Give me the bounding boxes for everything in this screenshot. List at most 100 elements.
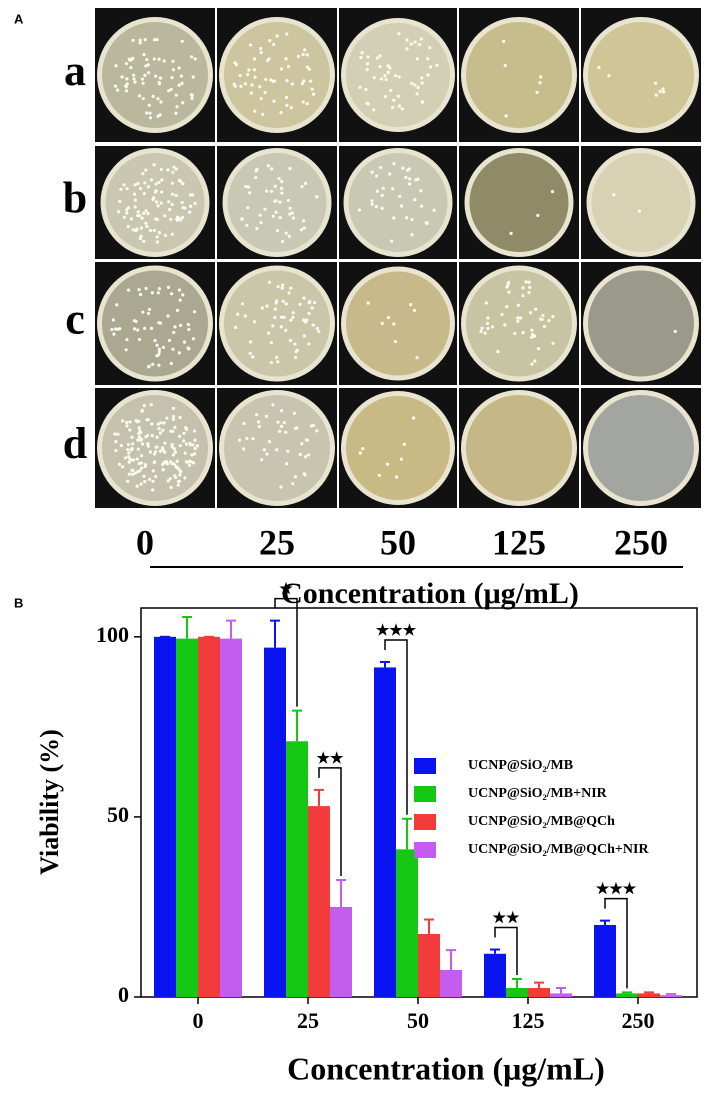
y-tick-label: 0 xyxy=(118,982,129,1007)
colony xyxy=(278,200,282,204)
colony xyxy=(139,466,144,470)
colony xyxy=(140,442,145,446)
colony xyxy=(232,82,236,86)
colony xyxy=(174,111,178,115)
colony xyxy=(152,163,156,167)
colony xyxy=(159,201,163,205)
colony xyxy=(269,360,273,365)
colony xyxy=(539,75,543,79)
colony xyxy=(122,183,126,187)
colony xyxy=(146,185,151,189)
colony xyxy=(129,66,133,70)
colony xyxy=(136,181,140,186)
colony xyxy=(193,438,197,442)
colony xyxy=(390,239,394,243)
colony xyxy=(528,311,533,315)
colony xyxy=(131,442,135,446)
colony xyxy=(163,450,167,454)
dish xyxy=(224,395,330,501)
colony xyxy=(170,192,175,196)
colony xyxy=(533,359,537,363)
colony xyxy=(138,38,142,42)
colony xyxy=(273,315,277,320)
error-bar xyxy=(556,986,566,994)
colony xyxy=(404,175,408,180)
colony xyxy=(141,81,145,85)
colony xyxy=(139,482,143,486)
colony xyxy=(146,442,150,446)
colony xyxy=(191,75,195,79)
colony xyxy=(145,57,149,62)
colony xyxy=(254,176,258,180)
colony xyxy=(259,458,264,462)
x-axis-title: Concentration (μg/mL) xyxy=(287,1050,605,1086)
colony xyxy=(307,342,311,346)
colony xyxy=(114,64,118,68)
colony xyxy=(263,90,267,95)
colony xyxy=(239,84,243,88)
colony xyxy=(530,335,534,339)
colony xyxy=(419,189,423,193)
colony xyxy=(300,185,304,189)
colony xyxy=(288,167,292,171)
colony xyxy=(170,181,175,185)
legend-swatch xyxy=(414,786,436,802)
colony xyxy=(177,351,181,355)
colony xyxy=(167,89,171,93)
colony xyxy=(168,207,172,212)
colony xyxy=(154,74,158,78)
colony xyxy=(317,329,321,334)
colony xyxy=(153,460,157,464)
colony xyxy=(386,315,391,320)
colony xyxy=(302,226,306,230)
colony xyxy=(141,310,145,314)
colony xyxy=(268,38,272,43)
row-label: d xyxy=(63,419,87,468)
colony xyxy=(530,328,534,332)
bar xyxy=(528,987,550,997)
colony xyxy=(300,442,304,446)
colony xyxy=(155,435,159,439)
colony xyxy=(426,73,430,77)
colony xyxy=(408,182,412,186)
colony xyxy=(273,184,277,188)
colony xyxy=(505,285,509,289)
colony xyxy=(412,308,417,313)
column-label: 125 xyxy=(492,522,546,562)
colony xyxy=(399,457,404,461)
colony xyxy=(138,41,142,45)
colony xyxy=(267,440,272,444)
colony xyxy=(366,301,370,305)
colony xyxy=(364,87,368,92)
bar xyxy=(550,993,572,997)
colony xyxy=(509,231,513,235)
colony xyxy=(294,350,298,354)
colony xyxy=(279,111,283,115)
significance-bracket xyxy=(604,897,628,989)
colony xyxy=(136,438,140,442)
colony xyxy=(170,442,174,447)
colony xyxy=(547,319,551,323)
significance-bracket xyxy=(318,767,342,876)
colony xyxy=(521,293,525,298)
colony xyxy=(375,189,379,193)
colony xyxy=(161,345,166,349)
colony xyxy=(390,105,395,110)
dish xyxy=(469,153,569,252)
bar xyxy=(286,741,308,997)
colony xyxy=(138,186,143,191)
colony xyxy=(170,232,174,236)
colony xyxy=(252,68,256,72)
colony xyxy=(284,231,288,235)
colony xyxy=(122,215,127,219)
colony xyxy=(145,111,149,115)
colony xyxy=(267,57,271,61)
colony xyxy=(159,167,163,171)
colony xyxy=(535,90,539,95)
column-label: 250 xyxy=(614,522,668,562)
colony xyxy=(166,479,170,483)
colony xyxy=(141,96,145,101)
colony xyxy=(243,82,248,86)
colony xyxy=(126,224,130,229)
error-bar xyxy=(336,878,346,907)
